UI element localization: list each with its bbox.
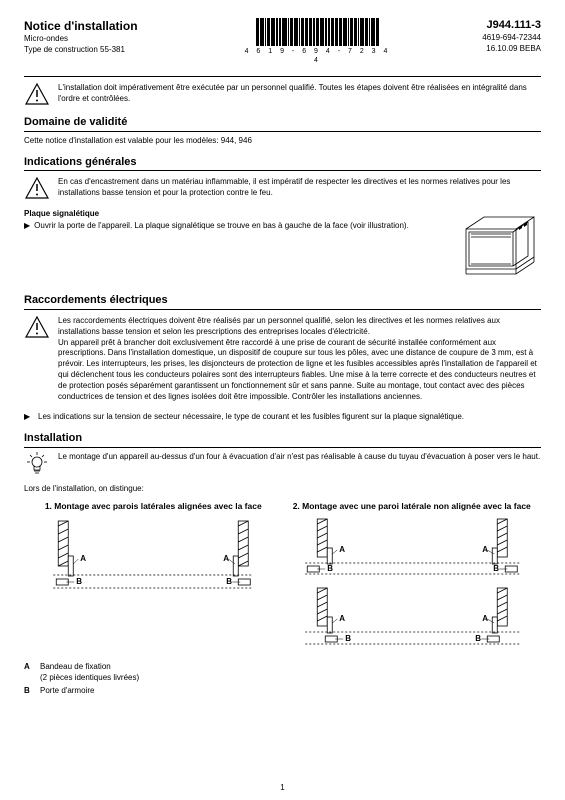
svg-text:B: B [226,577,232,586]
legend-text-a: Bandeau de fixation (2 pièces identiques… [40,662,139,684]
product-name: Micro-ondes [24,34,184,45]
legend: A Bandeau de fixation (2 pièces identiqu… [24,662,541,696]
header: Notice d'installation Micro-ondes Type d… [24,18,541,66]
legend-item-b: B Porte d'armoire [24,686,541,697]
warning-icon [24,177,50,199]
doc-code: J944.111-3 [451,18,541,33]
section-rule [24,170,541,171]
mounting-diagrams: 1. Montage avec parois latérales alignée… [24,501,541,656]
warning-block-electrical: Les raccordements électriques doivent êt… [24,316,541,402]
svg-text:A: A [223,554,229,563]
warning-block-general: En cas d'encastrement dans un matériau i… [24,177,541,199]
doc-number: 4619-694-72344 [451,33,541,44]
electrical-bullet-text: Les indications sur la tension de secteu… [38,412,464,423]
rating-plate-title: Plaque signalétique [24,209,448,220]
page-number: 1 [0,783,565,794]
svg-text:A: A [482,614,488,623]
barcode-text: 4 6 1 9 - 6 9 4 - 7 2 3 4 4 [243,47,393,66]
microwave-illustration [456,209,541,283]
rating-plate-bullet: ▶ Ouvrir la porte de l'appareil. La plaq… [24,221,448,232]
warning-icon [24,83,50,105]
divider [24,76,541,77]
rating-plate-instruction: Ouvrir la porte de l'appareil. La plaque… [34,221,409,232]
doc-date: 16.10.09 BEBA [451,44,541,55]
electrical-warning-text: Les raccordements électriques doivent êt… [58,316,541,402]
bullet-arrow-icon: ▶ [24,412,34,423]
legend-letter-a: A [24,662,34,684]
mounting-column-2: 2. Montage avec une paroi latérale non a… [283,501,542,656]
svg-text:B: B [475,634,481,643]
legend-letter-b: B [24,686,34,697]
lightbulb-icon [24,452,50,478]
barcode-block: 4 6 1 9 - 6 9 4 - 7 2 3 4 4 [243,18,393,66]
mounting-title-1: 1. Montage avec parois latérales alignée… [24,501,283,516]
svg-text:A: A [80,554,86,563]
bullet-arrow-icon: ▶ [24,221,30,232]
warning-block-main: L'installation doit impérativement être … [24,83,541,105]
svg-text:B: B [76,577,82,586]
section-rule [24,131,541,132]
validity-text: Cette notice d'installation est valable … [24,136,541,147]
general-warning-text: En cas d'encastrement dans un matériau i… [58,177,541,199]
svg-text:A: A [482,545,488,554]
mounting-column-1: 1. Montage avec parois latérales alignée… [24,501,283,656]
rating-plate-text: Plaque signalétique ▶ Ouvrir la porte de… [24,209,448,232]
section-title-validity: Domaine de validité [24,115,541,130]
construction-type: Type de construction 55-381 [24,45,184,56]
warning-text: L'installation doit impérativement être … [58,83,541,105]
svg-text:B: B [327,564,333,573]
svg-text:B: B [493,564,499,573]
svg-text:A: A [339,545,345,554]
section-title-installation: Installation [24,431,541,446]
installation-note-text: Le montage d'un appareil au-dessus d'un … [58,452,540,463]
electrical-bullet: ▶ Les indications sur la tension de sect… [24,412,541,423]
installation-intro: Lors de l'installation, on distingue: [24,484,541,495]
svg-text:B: B [345,634,351,643]
barcode-icon [243,18,393,46]
header-right: J944.111-3 4619-694-72344 16.10.09 BEBA [451,18,541,54]
svg-text:A: A [339,614,345,623]
doc-title: Notice d'installation [24,18,184,34]
section-rule [24,447,541,448]
installation-note-row: Le montage d'un appareil au-dessus d'un … [24,452,541,478]
mounting-diagram-2: A A B B A A B B [283,516,542,656]
warning-icon [24,316,50,338]
legend-text-b: Porte d'armoire [40,686,94,697]
mounting-diagram-1: A A B B [24,516,283,611]
rating-plate-row: Plaque signalétique ▶ Ouvrir la porte de… [24,209,541,283]
header-left: Notice d'installation Micro-ondes Type d… [24,18,184,56]
section-rule [24,309,541,310]
section-title-general: Indications générales [24,155,541,170]
legend-item-a: A Bandeau de fixation (2 pièces identiqu… [24,662,541,684]
section-title-electrical: Raccordements électriques [24,293,541,308]
mounting-title-2: 2. Montage avec une paroi latérale non a… [283,501,542,516]
